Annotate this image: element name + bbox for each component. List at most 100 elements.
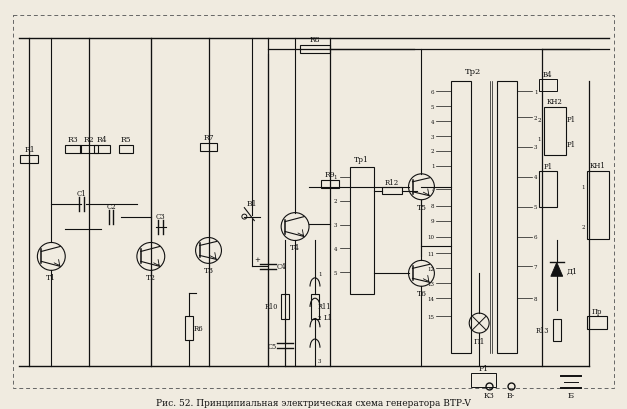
- Text: П1: П1: [473, 337, 485, 345]
- Text: КЗ: КЗ: [484, 391, 495, 399]
- Text: КН2: КН2: [547, 98, 562, 106]
- Text: 1: 1: [537, 137, 541, 142]
- Text: 9: 9: [431, 218, 435, 224]
- Text: 7: 7: [431, 187, 435, 192]
- Text: 4: 4: [431, 119, 435, 124]
- Text: Тр2: Тр2: [465, 68, 482, 76]
- Text: L1: L1: [324, 313, 333, 321]
- Bar: [80, 146, 98, 153]
- Bar: [65, 146, 81, 153]
- Text: R6: R6: [194, 324, 203, 332]
- Text: Рис. 52. Принципиальная электрическая схема генератора ВТР-V: Рис. 52. Принципиальная электрическая сх…: [155, 398, 470, 407]
- Bar: [472, 373, 496, 387]
- Text: T2: T2: [146, 274, 156, 282]
- Text: C5: C5: [267, 342, 277, 350]
- Text: 14: 14: [428, 296, 435, 301]
- Text: 1: 1: [581, 185, 584, 190]
- Text: T3: T3: [204, 267, 214, 275]
- Text: R12: R12: [384, 178, 399, 187]
- Text: 1: 1: [334, 175, 337, 180]
- Text: P1: P1: [543, 162, 552, 171]
- Bar: [281, 294, 289, 319]
- Text: 3: 3: [318, 358, 322, 363]
- Text: 1: 1: [431, 164, 435, 169]
- Text: 2: 2: [534, 115, 537, 120]
- Text: 2: 2: [537, 117, 541, 122]
- Text: +: +: [255, 256, 260, 262]
- Text: R10: R10: [265, 302, 278, 310]
- Bar: [184, 316, 192, 340]
- Text: 15: 15: [428, 314, 435, 319]
- Text: B4: B4: [543, 71, 552, 79]
- Text: 1: 1: [318, 272, 322, 276]
- Bar: [350, 167, 374, 294]
- Polygon shape: [551, 263, 563, 276]
- Text: R13: R13: [536, 326, 550, 334]
- Text: 8: 8: [534, 296, 537, 301]
- Bar: [119, 146, 133, 153]
- Bar: [539, 171, 557, 207]
- Text: T6: T6: [416, 290, 426, 297]
- Text: T4: T4: [290, 244, 300, 252]
- Text: 3: 3: [334, 222, 337, 227]
- Text: В-: В-: [507, 391, 515, 399]
- Text: 7: 7: [534, 264, 537, 269]
- Text: R5: R5: [120, 136, 131, 144]
- Text: КН1: КН1: [589, 162, 606, 169]
- Text: P1: P1: [567, 116, 576, 124]
- Text: R1: R1: [24, 146, 34, 153]
- Text: 1: 1: [534, 90, 537, 94]
- Bar: [451, 82, 472, 353]
- Text: 5: 5: [431, 104, 435, 109]
- Bar: [497, 82, 517, 353]
- Text: R11: R11: [317, 302, 330, 310]
- Text: 2: 2: [334, 199, 337, 204]
- Text: 3: 3: [431, 134, 435, 139]
- Text: B1: B1: [247, 199, 258, 207]
- Text: Тр1: Тр1: [354, 155, 369, 164]
- Text: R9: R9: [325, 171, 335, 178]
- Text: 4: 4: [334, 246, 337, 252]
- Text: 2: 2: [431, 149, 435, 154]
- Text: 10: 10: [428, 234, 435, 239]
- Bar: [539, 80, 557, 92]
- Bar: [553, 319, 561, 341]
- Bar: [587, 316, 606, 329]
- Text: 6: 6: [534, 234, 537, 239]
- Text: 8: 8: [431, 204, 435, 209]
- Bar: [382, 188, 401, 195]
- Text: C4: C4: [276, 263, 286, 271]
- Text: 2: 2: [318, 315, 322, 320]
- Text: R8: R8: [310, 36, 320, 45]
- Text: 11: 11: [428, 251, 435, 256]
- Text: 3: 3: [534, 145, 537, 150]
- Text: 4: 4: [534, 175, 537, 180]
- Text: C1: C1: [76, 189, 86, 197]
- Bar: [587, 171, 609, 239]
- Bar: [199, 144, 218, 152]
- Bar: [300, 46, 330, 54]
- Text: T5: T5: [416, 203, 426, 211]
- Text: 6: 6: [431, 90, 435, 94]
- Text: 5: 5: [334, 270, 337, 275]
- Text: 13: 13: [428, 281, 435, 286]
- Text: Б: Б: [567, 391, 574, 399]
- Text: Р1: Р1: [478, 364, 488, 372]
- Bar: [21, 155, 38, 164]
- Text: 2: 2: [581, 225, 584, 229]
- Text: T1: T1: [46, 274, 56, 282]
- Text: 12: 12: [428, 266, 435, 271]
- Text: C3: C3: [156, 212, 166, 220]
- Text: Д1: Д1: [567, 267, 577, 275]
- Text: R2: R2: [84, 136, 95, 144]
- Text: R3: R3: [68, 136, 78, 144]
- Bar: [544, 108, 566, 155]
- Bar: [321, 180, 339, 188]
- Text: C2: C2: [106, 202, 116, 210]
- Bar: [94, 146, 110, 153]
- Text: R4: R4: [97, 136, 107, 144]
- Text: Пр: Пр: [591, 308, 602, 315]
- Text: P1: P1: [567, 141, 576, 148]
- Text: R7: R7: [203, 134, 214, 142]
- Bar: [311, 294, 319, 319]
